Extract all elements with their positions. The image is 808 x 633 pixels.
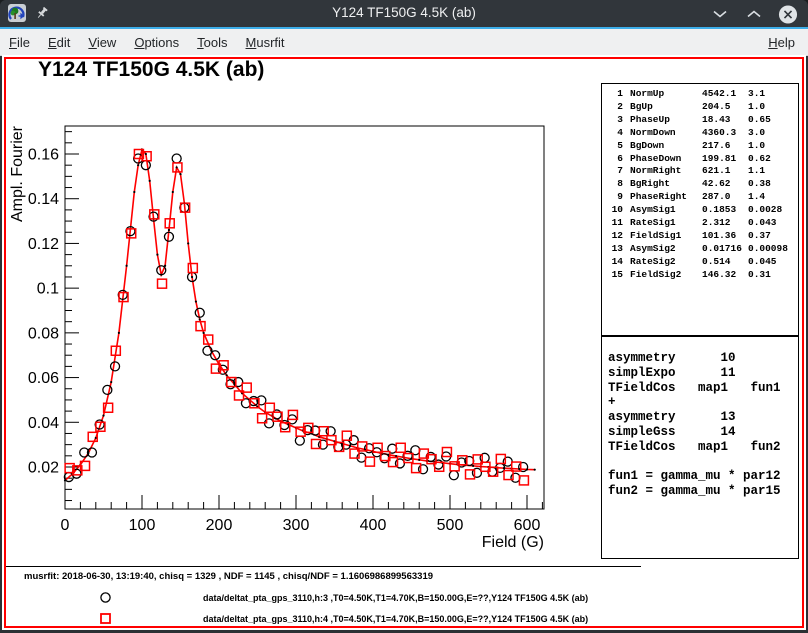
pad-divider-line bbox=[5, 566, 641, 567]
theory-box[interactable]: asymmetry 10 simplExpo 11 TFieldCos map1 f… bbox=[601, 336, 799, 559]
param-row: 8 BgRight 42.62 0.38 bbox=[617, 178, 771, 190]
svg-text:Field (G): Field (G) bbox=[482, 534, 544, 551]
legend-label: data/deltat_pta_gps_3110,h:4 ,T0=4.50K,T… bbox=[203, 614, 589, 624]
root-app-icon bbox=[8, 4, 26, 27]
param-row: 14 RateSig2 0.514 0.045 bbox=[611, 255, 777, 267]
root-canvas[interactable]: 0 100 200 300 400 500 600 0.02 0.04 0.06 0.08 0.1 0.… bbox=[2, 55, 806, 630]
param-row: 12 FieldSig1 101.36 0.37 bbox=[611, 229, 771, 241]
window-bottom-frame bbox=[0, 630, 808, 633]
svg-text:0.02: 0.02 bbox=[28, 460, 59, 477]
svg-text:0.14: 0.14 bbox=[28, 191, 59, 208]
maximize-button[interactable] bbox=[744, 4, 764, 24]
theory-function-text: asymmetry 10 simplExpo 11 TFieldCos map1 f… bbox=[608, 351, 781, 499]
svg-text:600: 600 bbox=[514, 517, 541, 534]
param-row: 15 FieldSig2 146.32 0.31 bbox=[611, 268, 771, 280]
plot-title: Y124 TF150G 4.5K (ab) bbox=[38, 58, 265, 81]
svg-text:0.06: 0.06 bbox=[28, 370, 59, 387]
legend-entry-h3: data/deltat_pta_gps_3110,h:3 ,T0=4.50K,T… bbox=[2, 591, 782, 605]
param-row: 13 AsymSig2 0.01716 0.00098 bbox=[611, 242, 788, 254]
svg-text:0.16: 0.16 bbox=[28, 147, 59, 164]
window-title: Y124 TF150G 4.5K (ab) bbox=[332, 5, 476, 20]
legend-circle-marker-icon bbox=[99, 591, 112, 609]
legend-label: data/deltat_pta_gps_3110,h:3 ,T0=4.50K,T… bbox=[203, 593, 589, 603]
svg-text:0.04: 0.04 bbox=[28, 415, 59, 432]
svg-text:0: 0 bbox=[61, 517, 70, 534]
fourier-plot[interactable]: 0 100 200 300 400 500 600 0.02 0.04 0.06 0.08 0.1 0.… bbox=[2, 55, 805, 630]
menu-bar: File Edit View Options Tools Musrfit Hel… bbox=[0, 29, 808, 56]
svg-text:100: 100 bbox=[129, 517, 156, 534]
fit-parameter-list: 1 NormUp 4542.1 3.1 2 BgUp 204.5 1.0 3 PhaseUp 18.… bbox=[602, 84, 798, 282]
minimize-button[interactable] bbox=[710, 4, 730, 24]
svg-text:Ampl. Fourier: Ampl. Fourier bbox=[9, 125, 26, 222]
focus-accent-line bbox=[0, 27, 808, 29]
menu-view[interactable]: View bbox=[88, 34, 117, 50]
svg-text:200: 200 bbox=[206, 517, 233, 534]
svg-text:0.08: 0.08 bbox=[28, 325, 59, 342]
menu-help[interactable]: Help bbox=[768, 34, 795, 50]
svg-text:500: 500 bbox=[437, 517, 464, 534]
param-row: 6 PhaseDown 199.81 0.62 bbox=[617, 152, 771, 164]
param-row: 1 NormUp 4542.1 3.1 bbox=[617, 88, 766, 99]
param-row: 2 BgUp 204.5 1.0 bbox=[617, 100, 766, 112]
menu-edit[interactable]: Edit bbox=[47, 34, 71, 50]
param-row: 4 NormDown 4360.3 3.0 bbox=[617, 126, 766, 138]
fit-parameter-box[interactable]: 1 NormUp 4542.1 3.1 2 BgUp 204.5 1.0 3 PhaseUp 18.… bbox=[601, 83, 799, 336]
menu-file[interactable]: File bbox=[9, 34, 30, 50]
pin-icon[interactable] bbox=[35, 6, 49, 25]
param-row: 10 AsymSig1 0.1853 0.0028 bbox=[611, 204, 783, 216]
param-row: 9 PhaseRight 287.0 1.4 bbox=[617, 191, 766, 203]
svg-text:400: 400 bbox=[360, 517, 387, 534]
legend-square-marker-icon bbox=[99, 612, 112, 630]
menu-options[interactable]: Options bbox=[134, 34, 180, 50]
menu-musrfit[interactable]: Musrfit bbox=[245, 34, 285, 50]
close-button[interactable] bbox=[778, 4, 798, 24]
legend-entry-h4: data/deltat_pta_gps_3110,h:4 ,T0=4.50K,T… bbox=[2, 612, 782, 626]
svg-text:300: 300 bbox=[283, 517, 310, 534]
svg-text:0.1: 0.1 bbox=[37, 281, 59, 298]
param-row: 11 RateSig1 2.312 0.043 bbox=[611, 217, 777, 229]
svg-text:0.12: 0.12 bbox=[28, 236, 59, 253]
fit-info-line: musrfit: 2018-06-30, 13:19:40, chisq = 1… bbox=[24, 571, 434, 582]
param-row: 5 BgDown 217.6 1.0 bbox=[617, 139, 766, 151]
menu-tools[interactable]: Tools bbox=[197, 34, 228, 50]
title-bar[interactable]: Y124 TF150G 4.5K (ab) bbox=[0, 0, 808, 27]
param-row: 7 NormRight 621.1 1.1 bbox=[617, 165, 766, 177]
param-row: 3 PhaseUp 18.43 0.65 bbox=[617, 113, 771, 125]
